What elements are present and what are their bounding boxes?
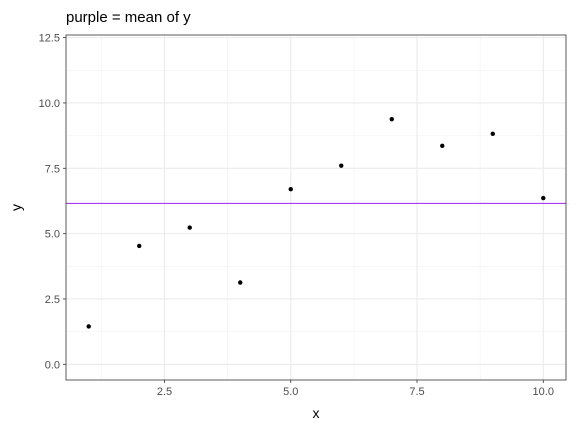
data-point [86, 324, 91, 329]
data-point [440, 143, 445, 149]
y-tick-label: 12.5 [39, 33, 60, 45]
data-point [187, 225, 192, 230]
data-point [339, 163, 344, 168]
y-tick-label: 0.0 [45, 359, 60, 371]
y-tick-label: 5.0 [45, 229, 60, 241]
data-point [389, 116, 394, 122]
plot-panel [66, 35, 566, 380]
data-point [137, 243, 142, 249]
chart-title: purple = mean of y [66, 9, 191, 26]
data-point [288, 187, 293, 192]
x-axis-ticks: 2.5 5.0 7.5 10.0 [157, 380, 554, 398]
y-axis-title: y [8, 204, 24, 211]
x-tick-label: 10.0 [533, 386, 554, 398]
plot-border [65, 34, 567, 381]
y-axis-ticks: 0.0 2.5 5.0 7.5 10.0 12.5 [39, 33, 66, 371]
data-point [541, 195, 546, 201]
x-tick-label: 2.5 [157, 386, 172, 398]
y-tick-label: 7.5 [45, 163, 60, 175]
minor-gridlines [66, 35, 566, 380]
x-tick-label: 5.0 [283, 386, 298, 398]
data-point [490, 131, 495, 136]
y-tick-label: 10.0 [39, 98, 60, 110]
major-gridlines [66, 35, 566, 380]
y-tick-label: 2.5 [45, 294, 60, 306]
data-point [238, 280, 243, 285]
x-axis-title: x [313, 405, 320, 421]
x-tick-label: 7.5 [409, 386, 424, 398]
data-points [86, 116, 546, 329]
